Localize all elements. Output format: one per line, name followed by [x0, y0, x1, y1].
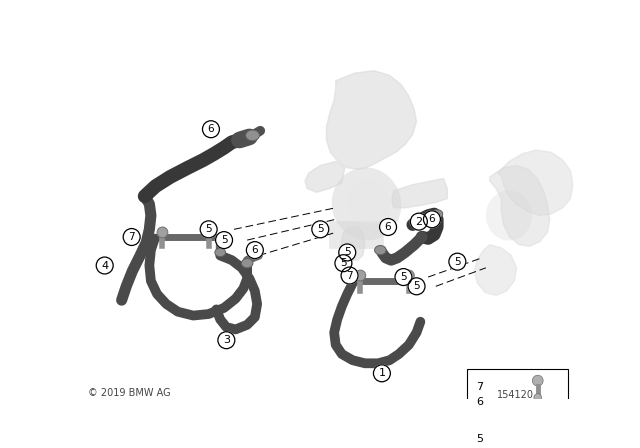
Ellipse shape — [332, 168, 401, 241]
Text: 4: 4 — [101, 260, 108, 271]
Circle shape — [202, 121, 220, 138]
Text: 5: 5 — [400, 272, 407, 282]
Circle shape — [341, 267, 358, 284]
Text: 6: 6 — [385, 222, 392, 232]
Circle shape — [96, 257, 113, 274]
Circle shape — [246, 241, 263, 258]
Circle shape — [216, 232, 232, 249]
Polygon shape — [392, 178, 447, 208]
Circle shape — [532, 375, 543, 386]
Circle shape — [534, 394, 541, 401]
Text: 6: 6 — [207, 124, 214, 134]
Circle shape — [395, 269, 412, 285]
Polygon shape — [305, 162, 345, 192]
Circle shape — [157, 227, 168, 238]
Text: 3: 3 — [223, 335, 230, 345]
Circle shape — [403, 270, 414, 281]
Circle shape — [200, 221, 217, 238]
Polygon shape — [341, 227, 365, 260]
Text: 5: 5 — [221, 235, 227, 245]
Text: 6: 6 — [252, 245, 258, 255]
Text: 154120: 154120 — [497, 390, 534, 400]
Polygon shape — [326, 71, 417, 169]
Text: 5: 5 — [454, 257, 461, 267]
Bar — [467, 370, 568, 448]
Circle shape — [424, 211, 440, 228]
Text: 7: 7 — [476, 382, 483, 392]
Circle shape — [449, 253, 466, 270]
Text: © 2019 BMW AG: © 2019 BMW AG — [88, 388, 170, 397]
Ellipse shape — [374, 246, 386, 255]
Ellipse shape — [486, 190, 532, 241]
Ellipse shape — [347, 179, 389, 224]
Circle shape — [373, 365, 390, 382]
Text: 5: 5 — [317, 224, 324, 234]
Polygon shape — [490, 165, 550, 246]
Circle shape — [312, 221, 329, 238]
Polygon shape — [497, 150, 573, 215]
Ellipse shape — [432, 210, 443, 218]
Text: 7: 7 — [346, 271, 353, 280]
Ellipse shape — [520, 427, 552, 448]
Circle shape — [123, 228, 140, 246]
Text: 6: 6 — [429, 214, 435, 224]
Circle shape — [204, 227, 214, 238]
Circle shape — [410, 213, 428, 230]
Circle shape — [408, 278, 425, 295]
Polygon shape — [474, 245, 516, 296]
Ellipse shape — [246, 130, 259, 141]
Text: 1: 1 — [378, 368, 385, 378]
Circle shape — [380, 219, 397, 236]
Circle shape — [355, 270, 365, 281]
Text: 5: 5 — [344, 247, 351, 258]
Ellipse shape — [241, 258, 253, 268]
Ellipse shape — [215, 248, 225, 257]
Circle shape — [335, 255, 352, 271]
Ellipse shape — [525, 432, 547, 446]
Circle shape — [339, 244, 356, 261]
Text: 5: 5 — [340, 258, 347, 268]
Text: 6: 6 — [476, 397, 483, 407]
Text: 2: 2 — [415, 217, 422, 227]
Text: 5: 5 — [205, 224, 212, 234]
Circle shape — [218, 332, 235, 349]
Text: 5: 5 — [476, 434, 483, 444]
Text: 7: 7 — [129, 232, 135, 242]
Text: 5: 5 — [413, 281, 420, 291]
